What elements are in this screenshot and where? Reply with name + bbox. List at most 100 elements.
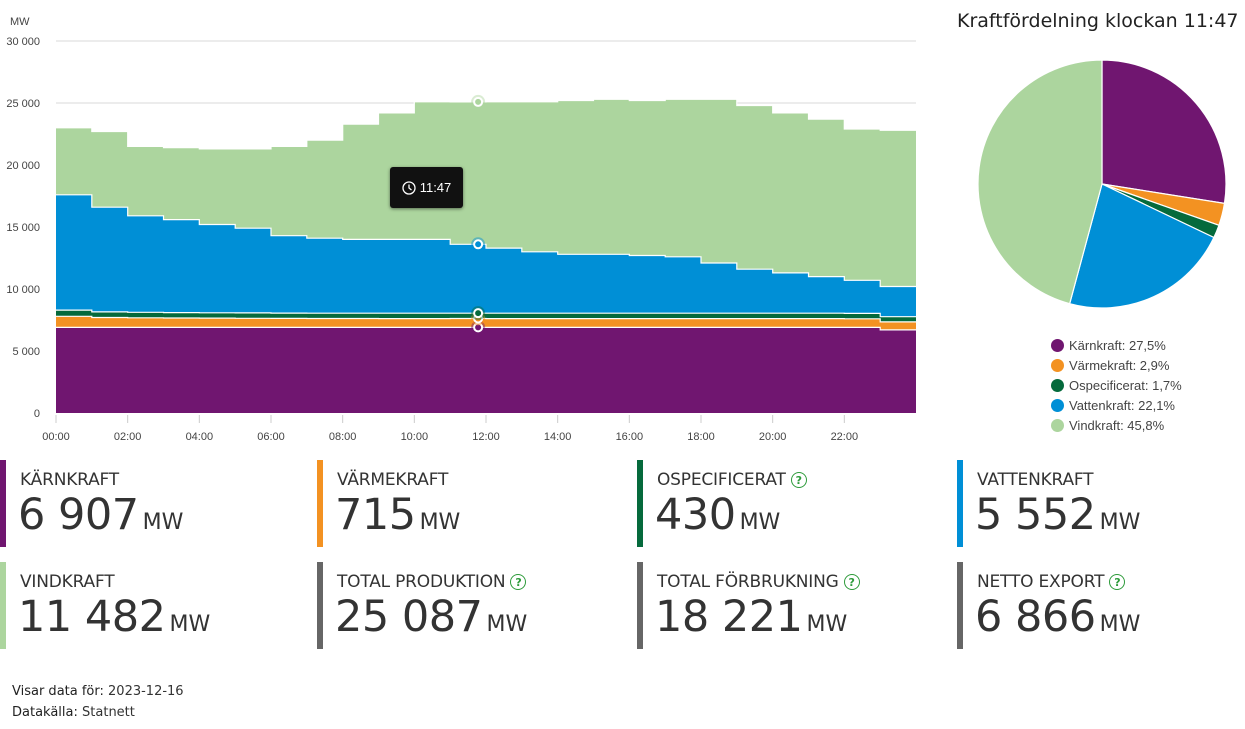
pie-legend: Kärnkraft: 27,5% Värmekraft: 2,9% Ospeci… <box>1051 335 1182 435</box>
x-tick-label: 02:00 <box>114 431 142 443</box>
marker-point-ospecificerat[interactable] <box>473 308 484 319</box>
help-icon[interactable]: ? <box>790 472 807 488</box>
stat-label: TOTAL PRODUKTION? <box>337 572 527 592</box>
stat-color-bar <box>637 460 643 547</box>
area-edge-line <box>56 194 916 288</box>
distribution-pie-chart[interactable] <box>975 58 1229 312</box>
help-icon[interactable]: ? <box>510 574 527 590</box>
stat-label: VINDKRAFT <box>20 572 115 592</box>
pie-slice-vindkraft[interactable] <box>977 59 1103 305</box>
y-tick-label: 30 000 <box>6 36 40 48</box>
stat-value: 6 866 MW <box>975 592 1141 642</box>
help-icon[interactable]: ? <box>843 574 860 590</box>
stat-label: VÄRMEKRAFT <box>337 470 449 490</box>
stat-value: 6 907 MW <box>18 490 184 540</box>
legend-item-karnkraft[interactable]: Kärnkraft: 27,5% <box>1051 335 1182 355</box>
stat-vattenkraft: VATTENKRAFT 5 552 MW <box>957 460 1245 547</box>
x-tick-label: 22:00 <box>831 431 859 443</box>
x-tick-label: 08:00 <box>329 431 357 443</box>
stat-value: 715 MW <box>335 490 461 540</box>
clock-icon <box>402 180 416 195</box>
source-label: Datakälla: <box>12 705 78 720</box>
stat-color-bar <box>637 562 643 649</box>
marker-point-vindkraft[interactable] <box>473 96 484 107</box>
stat-color-bar <box>0 562 6 649</box>
x-tick-label: 16:00 <box>616 431 644 443</box>
legend-item-vattenkraft[interactable]: Vattenkraft: 22,1% <box>1051 395 1182 415</box>
stat-label: NETTO EXPORT? <box>977 572 1126 592</box>
stat-label: TOTAL FÖRBRUKNING? <box>657 572 860 592</box>
legend-item-vindkraft[interactable]: Vindkraft: 45,8% <box>1051 415 1182 435</box>
stat-netto-export: NETTO EXPORT? 6 866 MW <box>957 562 1245 649</box>
legend-label: Vattenkraft: 22,1% <box>1069 397 1175 413</box>
stat-label: KÄRNKRAFT <box>20 470 119 490</box>
stat-varmekraft: VÄRMEKRAFT 715 MW <box>317 460 617 547</box>
x-tick-label: 18:00 <box>687 431 715 443</box>
stat-value: 25 087 MW <box>335 592 528 642</box>
stat-color-bar <box>317 460 323 547</box>
stat-karnkraft: KÄRNKRAFT 6 907 MW <box>0 460 300 547</box>
stat-color-bar <box>957 460 963 547</box>
date-info: Visar data för: 2023-12-16 <box>12 681 184 702</box>
area-edge-line <box>56 326 916 331</box>
y-tick-label: 15 000 <box>6 222 40 234</box>
date-label: Visar data för: <box>12 684 104 699</box>
stat-color-bar <box>0 460 6 547</box>
legend-dot <box>1051 378 1064 392</box>
legend-label: Värmekraft: 2,9% <box>1069 357 1170 373</box>
stat-value: 5 552 MW <box>975 490 1141 540</box>
source-info: Datakälla: Statnett <box>12 702 184 723</box>
y-tick-label: 25 000 <box>6 98 40 110</box>
legend-item-ospecificerat[interactable]: Ospecificerat: 1,7% <box>1051 375 1182 395</box>
pie-slice-kärnkraft[interactable] <box>1101 59 1227 205</box>
stat-total-forbrukning: TOTAL FÖRBRUKNING? 18 221 MW <box>637 562 937 649</box>
footer-info: Visar data för: 2023-12-16 Datakälla: St… <box>12 681 184 723</box>
legend-label: Ospecificerat: 1,7% <box>1069 377 1182 393</box>
stat-color-bar <box>957 562 963 649</box>
stat-vindkraft: VINDKRAFT 11 482 MW <box>0 562 300 649</box>
stat-value: 18 221 MW <box>655 592 848 642</box>
legend-label: Kärnkraft: 27,5% <box>1069 337 1166 353</box>
stat-ospecificerat: OSPECIFICERAT? 430 MW <box>637 460 937 547</box>
legend-dot <box>1051 358 1064 372</box>
stat-color-bar <box>317 562 323 649</box>
time-tooltip: 11:47 <box>390 167 463 208</box>
area-edge-line <box>56 315 916 323</box>
date-value: 2023-12-16 <box>108 684 184 699</box>
stat-label: OSPECIFICERAT? <box>657 470 807 490</box>
area-kärnkraft[interactable] <box>56 327 916 413</box>
y-tick-label: 10 000 <box>6 284 40 296</box>
x-tick-label: 04:00 <box>186 431 214 443</box>
pie-slice-vattenkraft[interactable] <box>1068 183 1215 309</box>
area-vindkraft[interactable] <box>56 99 916 287</box>
distribution-panel: Kraftfördelning klockan 11:47 Kärnkraft:… <box>945 0 1245 450</box>
stat-value: 430 MW <box>655 490 781 540</box>
y-tick-label: 5 000 <box>12 346 40 358</box>
x-tick-label: 06:00 <box>257 431 285 443</box>
legend-dot <box>1051 398 1064 412</box>
y-tick-label: 0 <box>34 408 40 420</box>
area-edge-line <box>56 309 916 318</box>
area-edge-line <box>56 98 916 150</box>
help-icon[interactable]: ? <box>1109 574 1126 590</box>
legend-dot <box>1051 338 1064 352</box>
x-tick-label: 20:00 <box>759 431 787 443</box>
area-värmekraft[interactable] <box>56 316 916 330</box>
legend-dot <box>1051 418 1064 432</box>
legend-item-varmekraft[interactable]: Värmekraft: 2,9% <box>1051 355 1182 375</box>
x-tick-label: 14:00 <box>544 431 572 443</box>
y-tick-label: 20 000 <box>6 160 40 172</box>
pie-title: Kraftfördelning klockan 11:47 <box>957 10 1239 32</box>
x-tick-label: 10:00 <box>401 431 429 443</box>
tooltip-time: 11:47 <box>419 180 452 195</box>
area-vattenkraft[interactable] <box>56 194 916 317</box>
source-value: Statnett <box>82 705 135 720</box>
stat-label: VATTENKRAFT <box>977 470 1094 490</box>
x-tick-label: 00:00 <box>42 431 70 443</box>
x-tick-label: 12:00 <box>472 431 500 443</box>
legend-label: Vindkraft: 45,8% <box>1069 417 1165 433</box>
y-axis-unit-label: MW <box>10 16 30 28</box>
stat-value: 11 482 MW <box>18 592 211 642</box>
marker-point-vattenkraft[interactable] <box>473 239 484 250</box>
